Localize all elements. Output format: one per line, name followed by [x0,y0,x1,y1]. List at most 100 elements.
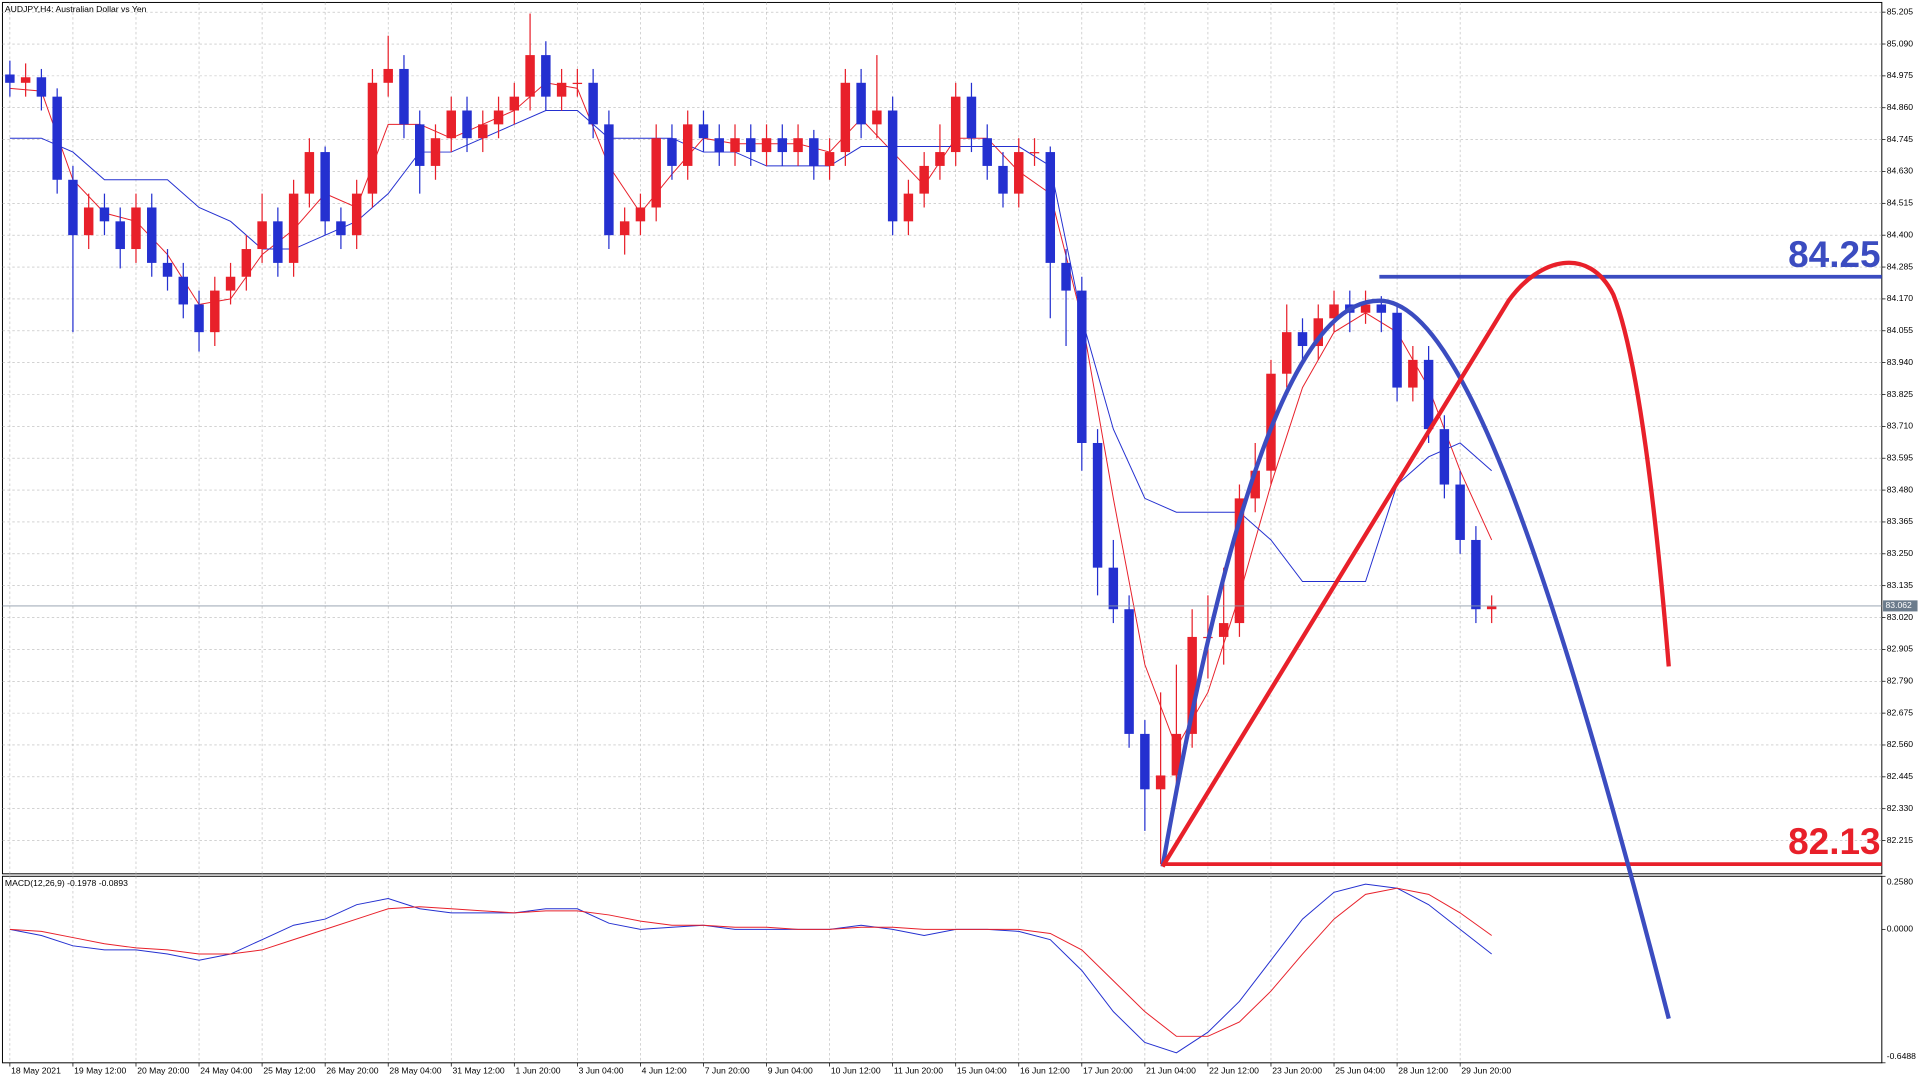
candle-body [1329,304,1339,319]
candle-body [1155,775,1166,790]
candle-body [903,193,914,222]
candle-body [36,77,47,97]
candle-body [1218,623,1229,637]
candle-body [493,110,504,125]
x-tick-label: 16 Jun 12:00 [1020,1066,1070,1076]
candle-body [556,82,567,97]
candle-body [919,165,929,194]
candle-body [1455,484,1465,540]
candle-body [1360,304,1371,313]
x-tick-label: 9 Jun 04:00 [768,1066,813,1076]
candle-body [777,138,788,153]
price-label-box [1883,600,1918,612]
x-tick-label: 22 Jun 12:00 [1209,1066,1259,1076]
candle-body [950,96,961,153]
candle-body [1077,290,1087,443]
candle-body [682,124,693,166]
candle-body [525,55,535,97]
x-tick-label: 7 Jun 20:00 [705,1066,750,1076]
macd-label: MACD(12,26,9) -0.1978 -0.0893 [5,878,128,888]
y-tick-label: 84.515 [1887,198,1914,208]
candle-body [1297,332,1308,347]
candle-body [1061,262,1071,291]
y-tick-label: 82.445 [1887,771,1914,781]
candle-body [966,96,977,139]
candle-body [1392,312,1402,388]
candle-body [1140,733,1150,790]
x-tick-label: 20 May 20:00 [137,1066,189,1076]
candle-body [809,138,819,166]
y-tick-label: 83.135 [1887,580,1914,590]
candle-body [336,221,346,236]
x-tick-label: 26 May 20:00 [326,1066,378,1076]
candle-body [572,82,583,85]
y-tick-label: 84.400 [1887,229,1914,239]
candle-body [320,152,330,222]
candle-body [541,55,551,97]
candle-body [5,74,15,83]
candle-body [872,110,882,125]
x-tick-label: 31 May 12:00 [452,1066,504,1076]
candle-body [1376,304,1387,313]
candle-body [1486,606,1497,610]
candle-body [383,68,393,83]
x-tick-label: 10 Jun 12:00 [831,1066,881,1076]
x-tick-label: 29 Jun 20:00 [1461,1066,1511,1076]
y-tick-label: 82.215 [1887,835,1914,845]
x-tick-label: 17 Jun 20:00 [1083,1066,1133,1076]
x-tick-label: 23 Jun 20:00 [1272,1066,1322,1076]
candle-body [1045,152,1056,263]
main-pane [1,1,1883,875]
candle-body [99,207,110,222]
y-tick-label: 82.905 [1887,644,1914,654]
y-tick-label: 83.480 [1887,484,1914,494]
x-tick-label: 19 May 12:00 [74,1066,126,1076]
candle-body [1234,498,1245,624]
x-tick-label: 3 Jun 04:00 [579,1066,624,1076]
x-tick-label: 11 Jun 20:00 [894,1066,943,1076]
candle-body [399,68,409,125]
candle-body [635,207,646,222]
candle-body [288,193,299,263]
candle-body [840,82,851,153]
candle-body [20,77,31,83]
candle-body [588,82,598,125]
candle-body [1124,609,1134,734]
candle-body [667,138,677,166]
candle-body [1423,359,1434,430]
y-tick-label: 85.205 [1887,6,1914,16]
x-tick-label: 18 May 2021 [11,1066,61,1076]
candle-body [1092,442,1103,568]
candle-body [446,110,456,139]
candle-body [982,138,992,166]
grid [2,2,1886,1067]
candle-body [1029,152,1040,154]
candle-body [52,96,62,180]
y-tick-label: 84.285 [1887,261,1914,271]
y-tick-label: 83.940 [1887,357,1914,367]
candle-body [761,138,772,153]
y-tick-label: 85.090 [1887,38,1914,48]
y2-tick-label: -0.6488 [1887,1051,1916,1061]
candle-body [1439,429,1450,485]
candle-body [746,138,756,153]
y2-tick-label: 0.2580 [1887,877,1914,887]
y-tick-label: 82.790 [1887,676,1914,686]
candle-body [935,152,945,166]
candle-body [1108,567,1119,610]
y-tick-label: 83.020 [1887,612,1914,622]
candle-body [478,124,488,139]
y-tick-label: 83.825 [1887,389,1914,399]
y-tick-label: 84.975 [1887,70,1914,80]
candle-body [604,124,614,236]
candle-body [241,249,252,277]
candle-body [651,138,661,208]
candle-body [351,193,362,236]
indicator-line [9,887,1492,1037]
candle-body [714,138,724,153]
y-tick-label: 84.630 [1887,166,1914,176]
candle-body [415,124,425,166]
candle-body [147,207,157,263]
